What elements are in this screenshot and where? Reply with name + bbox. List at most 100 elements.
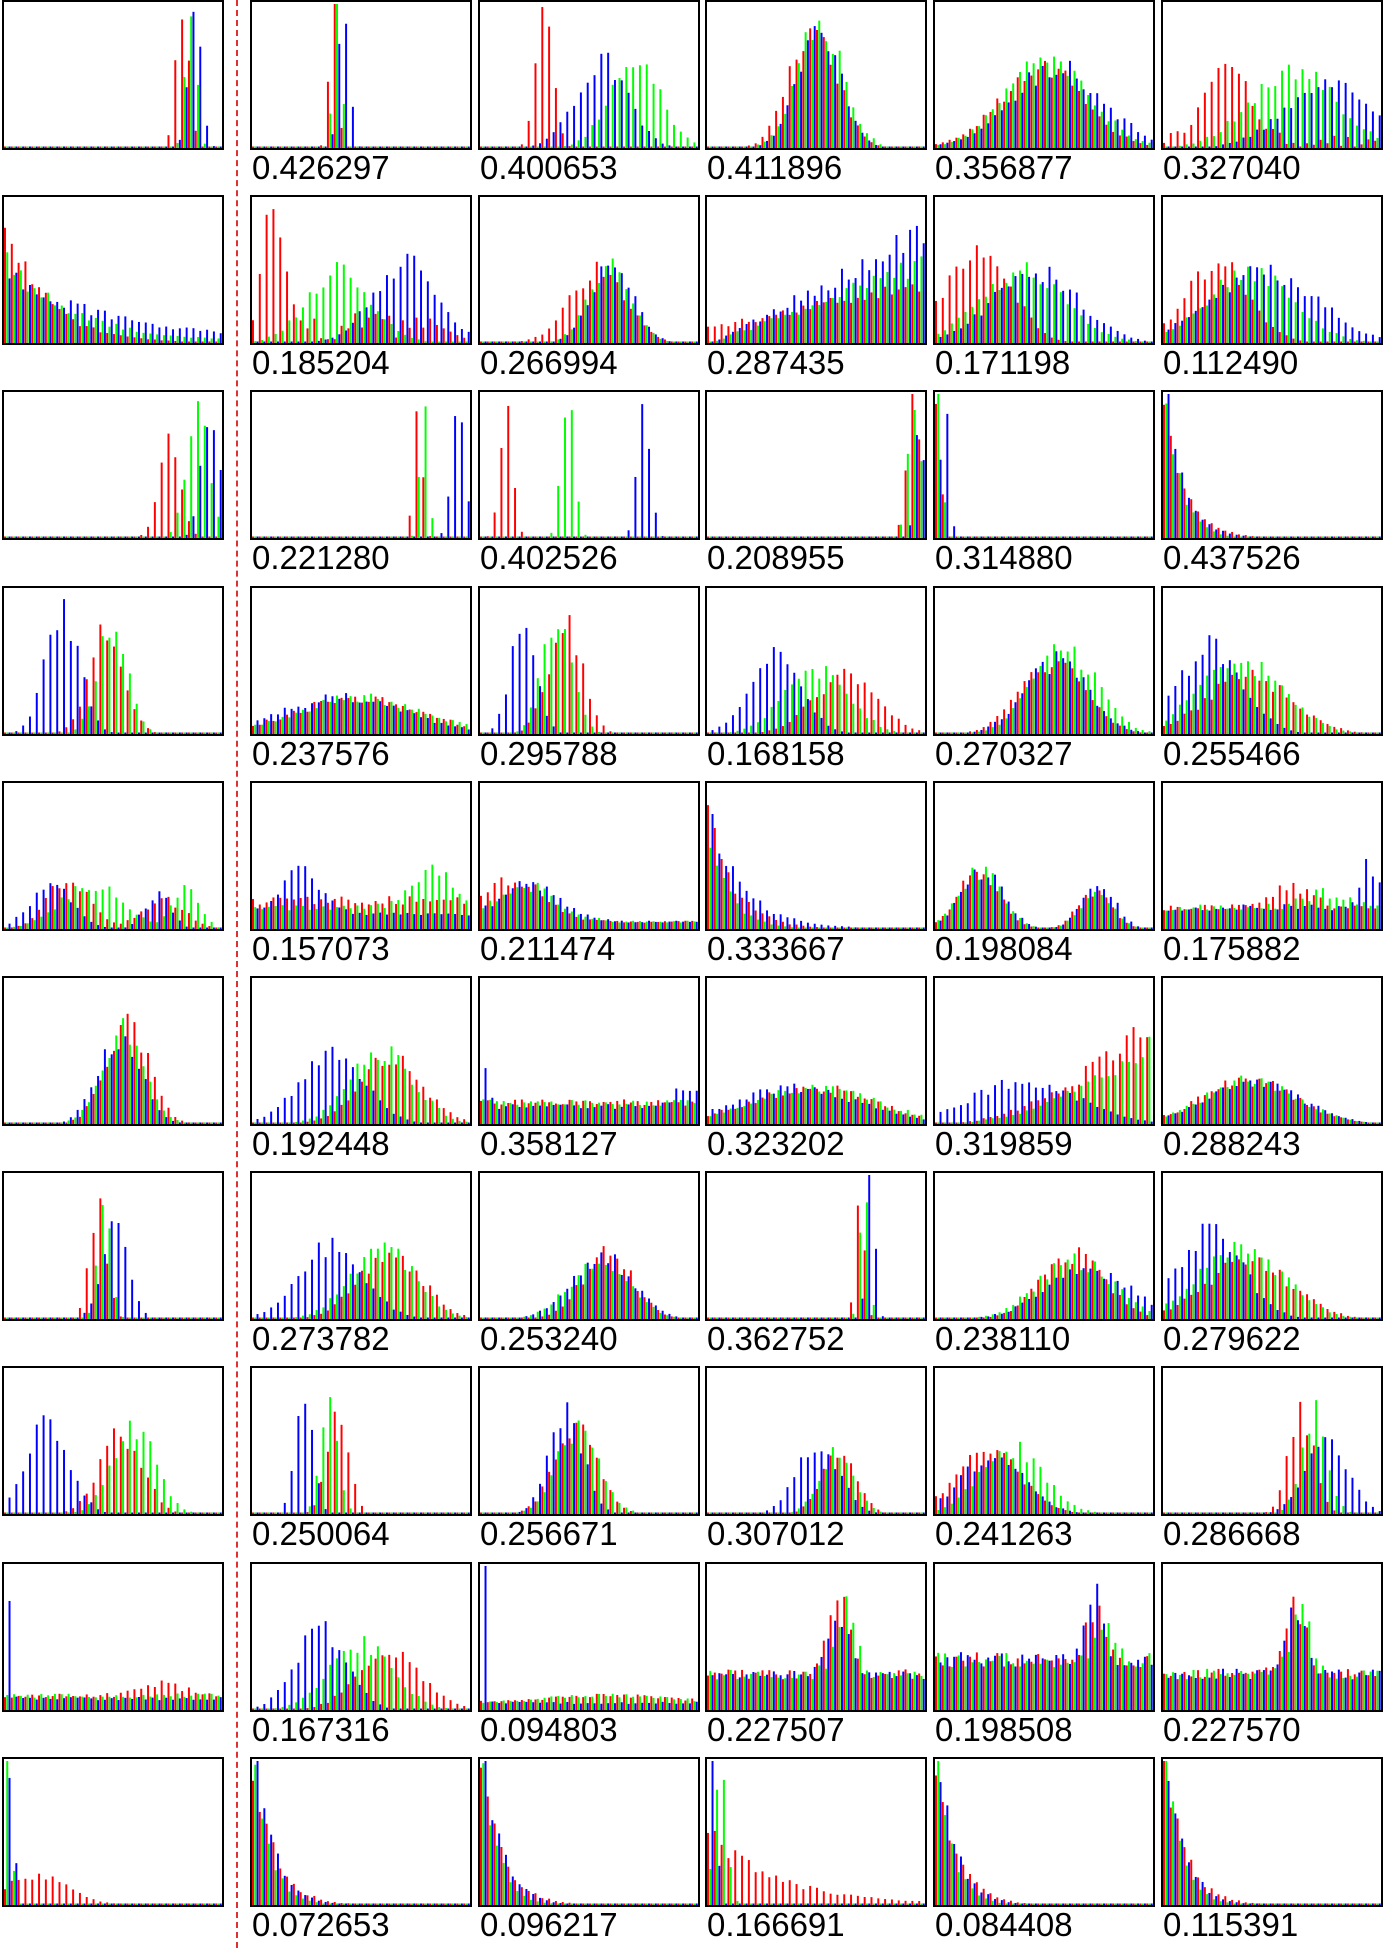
histogram-bar-green — [937, 144, 940, 148]
histogram-bar-red — [44, 898, 47, 929]
match-histogram-cell: 0.270327 — [933, 586, 1155, 781]
histogram-bar-blue — [922, 146, 925, 148]
histogram-bar-red — [863, 1493, 866, 1514]
histogram-bar-blue — [317, 536, 320, 538]
histogram-bar-red — [1224, 681, 1227, 734]
histogram-bar-red — [1163, 910, 1165, 929]
histogram-bar-red — [306, 711, 309, 734]
histogram-bar-blue — [1034, 85, 1037, 148]
histogram-bar-red — [126, 1013, 129, 1124]
histogram-bar-blue — [1041, 536, 1044, 538]
histogram-bar-green — [1315, 1109, 1318, 1124]
histogram-bar-green — [645, 64, 648, 148]
histogram-bar-blue — [675, 1512, 678, 1514]
histogram-bar-red — [636, 1291, 639, 1319]
histogram-bar-green — [944, 1317, 947, 1319]
histogram-bar-green — [971, 1486, 974, 1514]
histogram-bar-blue — [1075, 536, 1078, 538]
histogram-bar-blue — [372, 1701, 375, 1710]
histogram-bar-blue — [875, 732, 878, 734]
histogram-bar-blue — [745, 1317, 748, 1319]
histogram-bar-blue — [738, 146, 741, 148]
histogram-bar-red — [548, 328, 551, 343]
histogram-bar-green — [879, 1511, 882, 1514]
histogram-bar-red — [31, 284, 34, 343]
histogram-bar-blue — [895, 1512, 898, 1514]
histogram-bar-blue — [620, 80, 623, 148]
histogram-bar-green — [679, 922, 682, 929]
histogram-bar-blue — [263, 907, 266, 929]
histogram-bar-red — [65, 883, 68, 929]
histogram-bar-red — [201, 1512, 204, 1514]
histogram-bar-blue — [1181, 1111, 1184, 1124]
histogram-bar-green — [108, 637, 111, 734]
histogram-bar-green — [169, 1317, 172, 1319]
histogram-bar-red — [548, 1471, 551, 1514]
histogram-bar-red — [1258, 119, 1261, 148]
histogram-bar-green — [1066, 651, 1069, 734]
histogram-bar-blue — [711, 536, 714, 538]
histogram-bar-red — [78, 146, 81, 148]
histogram-bar-blue — [654, 334, 657, 343]
histogram-bar-blue — [1324, 1110, 1327, 1124]
histogram-bar-green — [906, 146, 909, 148]
histogram-bar-green — [1039, 284, 1042, 343]
histogram-bar-blue — [69, 536, 72, 538]
histogram-bar-red — [1292, 536, 1295, 538]
histogram-bar-blue — [137, 146, 140, 148]
histogram-bar-red — [1132, 1512, 1135, 1514]
histogram-bar-red — [870, 1099, 873, 1124]
histogram-bar-green — [729, 732, 732, 734]
histogram-bar-green — [543, 341, 546, 343]
histogram-bar-blue — [219, 1512, 222, 1514]
histogram-bar-blue — [1187, 675, 1190, 734]
match-histogram-cell: 0.250064 — [250, 1366, 472, 1561]
histogram-bar-blue — [1130, 1512, 1133, 1514]
histogram-bar-blue — [806, 290, 809, 343]
histogram-bar-green — [1107, 699, 1110, 734]
histogram-bar-green — [937, 732, 940, 734]
histogram-bar-green — [591, 1447, 594, 1514]
histogram-bar-blue — [786, 536, 789, 538]
histogram-bar-green — [743, 146, 746, 148]
histogram-bar-red — [1169, 1114, 1172, 1124]
histogram-bar-green — [1335, 1115, 1338, 1124]
histogram-bar-red — [1203, 904, 1206, 929]
histogram-bar-red — [1346, 341, 1349, 343]
histogram-bar-blue — [1235, 534, 1238, 538]
histogram-bar-blue — [35, 536, 38, 538]
histogram-bar-green — [550, 532, 553, 538]
similarity-score: 0.192448 — [252, 1125, 390, 1162]
histogram-bar-red — [486, 1512, 489, 1514]
histogram-bar-red — [174, 60, 177, 148]
histogram-bar-red — [395, 146, 398, 148]
histogram-bar-green — [197, 902, 199, 929]
histogram-bar-green — [88, 890, 90, 929]
histogram-bar-red — [92, 1696, 95, 1710]
histogram-bar-blue — [759, 145, 762, 148]
histogram-bar-green — [964, 1489, 967, 1514]
histogram-bar-red — [809, 309, 812, 343]
histogram-bar-green — [40, 536, 43, 538]
histogram-bar-blue — [1014, 536, 1017, 538]
histogram-bar-red — [863, 927, 866, 929]
histogram-bar-green — [852, 703, 855, 734]
histogram-bar-blue — [593, 732, 596, 734]
histogram-bar-blue — [915, 927, 918, 929]
histogram-bar-green — [509, 1512, 512, 1514]
histogram-bar-green — [516, 341, 519, 343]
histogram-bar-red — [24, 923, 27, 929]
histogram-bar-green — [1301, 1295, 1304, 1319]
histogram-bar-green — [1005, 718, 1008, 734]
histogram-bar-green — [1274, 86, 1277, 148]
histogram-bar-blue — [117, 146, 120, 148]
histogram-bar-blue — [586, 914, 589, 929]
histogram-bar-blue — [1378, 882, 1381, 929]
histogram-bar-red — [24, 146, 27, 148]
histogram-bar-red — [1112, 131, 1115, 148]
histogram-bar-blue — [324, 536, 327, 538]
histogram-bar-red — [106, 1066, 109, 1124]
histogram-bar-red — [299, 1122, 302, 1124]
histogram-bar-red — [609, 920, 612, 929]
histogram-bar-red — [44, 146, 47, 148]
